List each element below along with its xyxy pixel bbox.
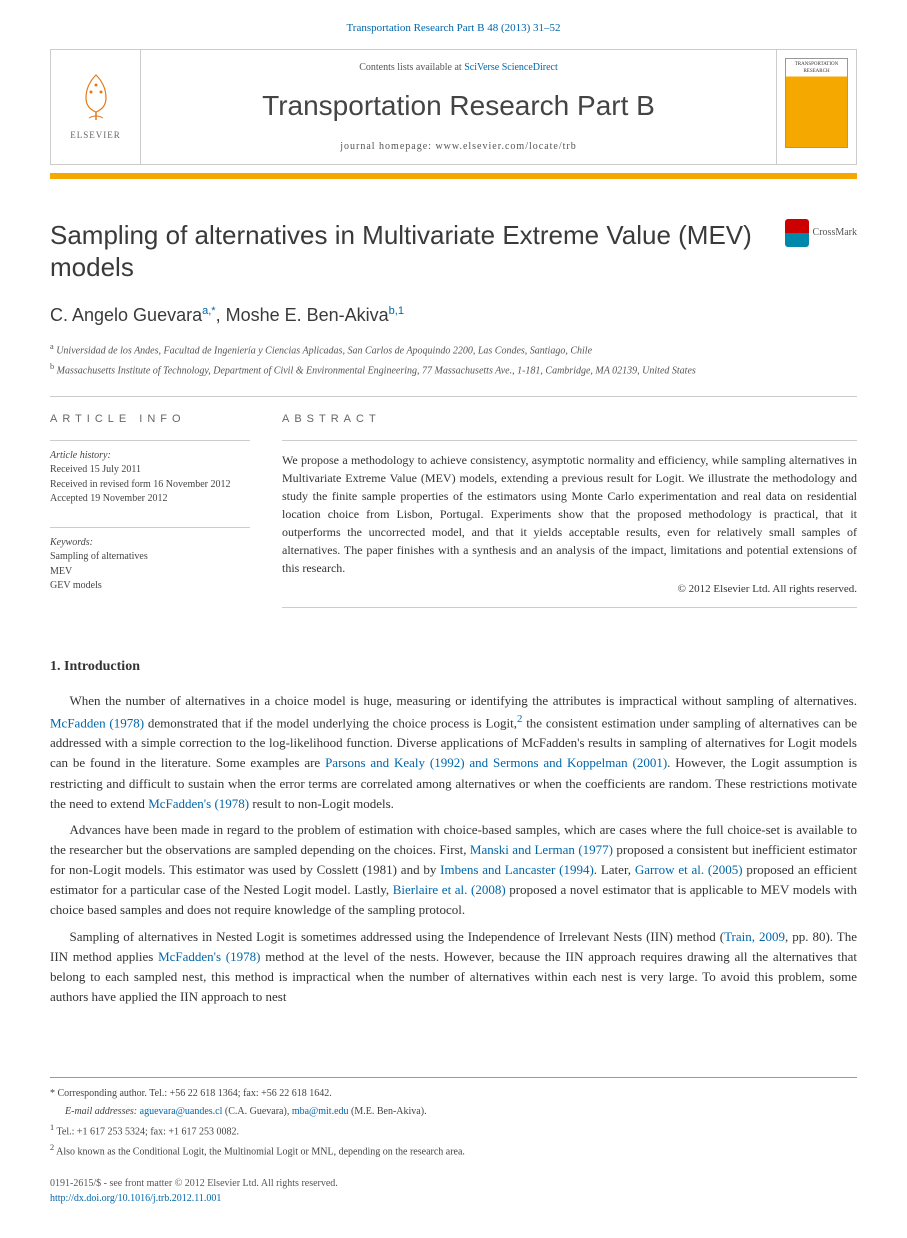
footnote-2: 2 Also known as the Conditional Logit, t… bbox=[50, 1142, 857, 1159]
article-history: Article history: Received 15 July 2011 R… bbox=[50, 449, 250, 507]
footnote-1: 1 Tel.: +1 617 253 5324; fax: +1 617 253… bbox=[50, 1122, 857, 1139]
homepage-url[interactable]: www.elsevier.com/locate/trb bbox=[435, 141, 576, 152]
author-2-affil-marker: b,1 bbox=[389, 305, 404, 317]
accepted-date: Accepted 19 November 2012 bbox=[50, 492, 250, 507]
p1-text-b: demonstrated that if the model underlyin… bbox=[144, 715, 517, 730]
keywords-label: Keywords: bbox=[50, 536, 250, 551]
info-divider bbox=[50, 440, 250, 441]
citation-link[interactable]: McFadden (1978) bbox=[50, 715, 144, 730]
email-link-2[interactable]: mba@mit.edu bbox=[292, 1106, 349, 1117]
authors-line: C. Angelo Guevaraa,*, Moshe E. Ben-Akiva… bbox=[50, 302, 857, 329]
abstract-divider bbox=[282, 440, 857, 441]
email-link-1[interactable]: aguevara@uandes.cl bbox=[140, 1106, 223, 1117]
section-heading-intro: 1. Introduction bbox=[50, 656, 857, 677]
journal-title: Transportation Research Part B bbox=[262, 85, 655, 127]
author-2: , Moshe E. Ben-Akiva bbox=[216, 305, 389, 325]
p3-text-a: Sampling of alternatives in Nested Logit… bbox=[70, 929, 725, 944]
email-label: E-mail addresses: bbox=[65, 1106, 140, 1117]
issn-line: 0191-2615/$ - see front matter © 2012 El… bbox=[50, 1176, 857, 1191]
citation-link[interactable]: McFadden's (1978) bbox=[148, 796, 249, 811]
author-1-affil-marker: a,* bbox=[202, 305, 215, 317]
keywords-block: Keywords: Sampling of alternatives MEV G… bbox=[50, 536, 250, 594]
corr-text: Corresponding author. Tel.: +56 22 618 1… bbox=[58, 1088, 332, 1099]
intro-para-2: Advances have been made in regard to the… bbox=[50, 820, 857, 921]
keyword-3: GEV models bbox=[50, 579, 250, 594]
affil-b-text: Massachusetts Institute of Technology, D… bbox=[54, 365, 696, 376]
history-label: Article history: bbox=[50, 449, 250, 464]
divider bbox=[50, 396, 857, 397]
affil-a-text: Universidad de los Andes, Facultad de In… bbox=[54, 345, 592, 356]
corresponding-author-note: * Corresponding author. Tel.: +56 22 618… bbox=[50, 1086, 857, 1101]
top-citation: Transportation Research Part B 48 (2013)… bbox=[50, 20, 857, 37]
citation-link[interactable]: Bierlaire et al. (2008) bbox=[393, 882, 506, 897]
author-1: C. Angelo Guevara bbox=[50, 305, 202, 325]
email-name-2: (M.E. Ben-Akiva). bbox=[349, 1106, 427, 1117]
contents-line: Contents lists available at SciVerse Sci… bbox=[359, 60, 558, 75]
doi-link[interactable]: http://dx.doi.org/10.1016/j.trb.2012.11.… bbox=[50, 1191, 857, 1206]
affiliation-b: b Massachusetts Institute of Technology,… bbox=[50, 361, 857, 378]
citation-link[interactable]: McFadden's (1978) bbox=[158, 949, 260, 964]
keyword-1: Sampling of alternatives bbox=[50, 550, 250, 565]
article-info-column: ARTICLE INFO Article history: Received 1… bbox=[50, 411, 250, 614]
journal-banner: ELSEVIER Contents lists available at Sci… bbox=[50, 49, 857, 165]
homepage-prefix: journal homepage: bbox=[340, 141, 435, 152]
crossmark-icon bbox=[785, 219, 809, 247]
elsevier-tree-icon bbox=[71, 70, 121, 125]
article-info-head: ARTICLE INFO bbox=[50, 411, 250, 428]
email-line: E-mail addresses: aguevara@uandes.cl (C.… bbox=[50, 1104, 857, 1119]
received-date: Received 15 July 2011 bbox=[50, 463, 250, 478]
abstract-copyright: © 2012 Elsevier Ltd. All rights reserved… bbox=[282, 581, 857, 598]
p1-text-a: When the number of alternatives in a cho… bbox=[70, 693, 858, 708]
homepage-line: journal homepage: www.elsevier.com/locat… bbox=[340, 139, 577, 154]
sciencedirect-link[interactable]: SciVerse ScienceDirect bbox=[464, 62, 558, 73]
affiliation-a: a Universidad de los Andes, Facultad de … bbox=[50, 341, 857, 358]
intro-para-3: Sampling of alternatives in Nested Logit… bbox=[50, 927, 857, 1008]
info-divider-2 bbox=[50, 527, 250, 528]
publisher-label: ELSEVIER bbox=[70, 129, 121, 143]
p2-text-c: . Later, bbox=[594, 862, 635, 877]
corr-marker: * bbox=[50, 1088, 58, 1099]
citation-link[interactable]: Parsons and Kealy (1992) and Sermons and… bbox=[325, 755, 667, 770]
contents-prefix: Contents lists available at bbox=[359, 62, 464, 73]
keyword-2: MEV bbox=[50, 565, 250, 580]
footer-meta: 0191-2615/$ - see front matter © 2012 El… bbox=[50, 1176, 857, 1206]
abstract-bottom-divider bbox=[282, 607, 857, 608]
crossmark-badge[interactable]: CrossMark bbox=[785, 219, 857, 247]
footnotes: * Corresponding author. Tel.: +56 22 618… bbox=[50, 1077, 857, 1160]
fn2-text: Also known as the Conditional Logit, the… bbox=[54, 1147, 465, 1158]
email-name-1: (C.A. Guevara), bbox=[222, 1106, 291, 1117]
banner-center: Contents lists available at SciVerse Sci… bbox=[141, 50, 776, 164]
citation-link[interactable]: Imbens and Lancaster (1994) bbox=[440, 862, 594, 877]
fn1-text: Tel.: +1 617 253 5324; fax: +1 617 253 0… bbox=[54, 1126, 239, 1137]
elsevier-logo: ELSEVIER bbox=[51, 50, 141, 164]
cover-label: TRANSPORTATION RESEARCH bbox=[786, 61, 847, 76]
p1-text-e: result to non-Logit models. bbox=[249, 796, 394, 811]
intro-para-1: When the number of alternatives in a cho… bbox=[50, 691, 857, 814]
citation-link[interactable]: Train, 2009 bbox=[724, 929, 785, 944]
revised-date: Received in revised form 16 November 201… bbox=[50, 478, 250, 493]
crossmark-label: CrossMark bbox=[813, 225, 857, 240]
journal-cover-thumb: TRANSPORTATION RESEARCH bbox=[776, 50, 856, 164]
abstract-column: ABSTRACT We propose a methodology to ach… bbox=[282, 411, 857, 614]
citation-link[interactable]: Manski and Lerman (1977) bbox=[470, 842, 613, 857]
accent-bar bbox=[50, 173, 857, 179]
citation-link[interactable]: Garrow et al. (2005) bbox=[635, 862, 743, 877]
abstract-text: We propose a methodology to achieve cons… bbox=[282, 451, 857, 577]
article-title: Sampling of alternatives in Multivariate… bbox=[50, 219, 765, 284]
abstract-head: ABSTRACT bbox=[282, 411, 857, 428]
